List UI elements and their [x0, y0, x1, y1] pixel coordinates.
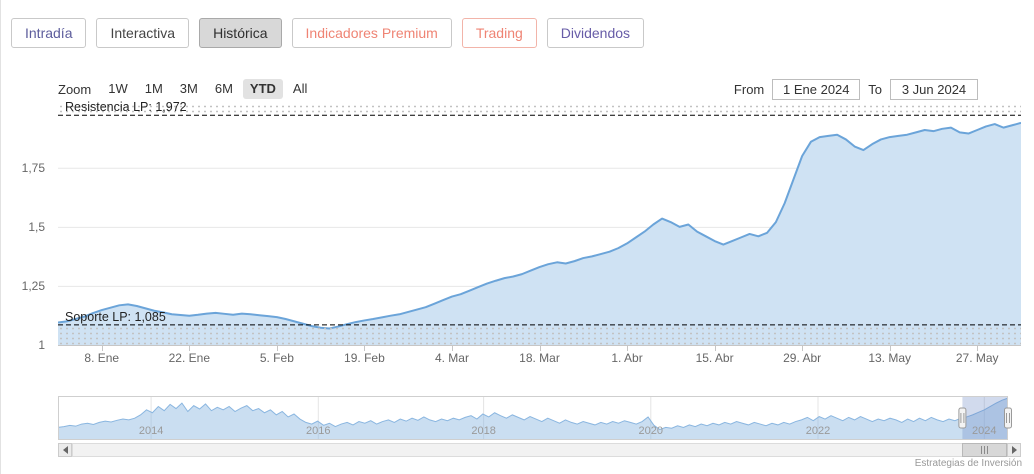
- x-axis-tick: [802, 345, 804, 351]
- x-axis-label: 15. Abr: [695, 351, 734, 365]
- plot-area[interactable]: [58, 104, 1021, 346]
- x-axis-label: 8. Ene: [84, 351, 120, 365]
- scrollbar-left-button[interactable]: [58, 443, 72, 457]
- date-range-inputs: From To: [733, 78, 978, 100]
- x-axis-tick: [977, 345, 979, 351]
- tab-indicadores-premium[interactable]: Indicadores Premium: [291, 18, 452, 48]
- x-axis: 8. Ene 22. Ene 5. Feb 19. Feb 4. Mar 18. Mar 1…: [58, 351, 1021, 367]
- navigator-svg[interactable]: [57, 396, 1012, 440]
- x-axis-label: 22. Ene: [168, 351, 210, 365]
- tab-interactiva[interactable]: Interactiva: [96, 18, 190, 48]
- tab-trading[interactable]: Trading: [461, 18, 537, 48]
- y-axis-label: 1: [38, 338, 45, 352]
- x-axis-tick: [189, 345, 191, 351]
- x-axis-tick: [276, 345, 278, 351]
- navigator-year-label: 2020: [638, 425, 664, 437]
- zoom-buttons: 1W 1M 3M 6M YTD All: [101, 78, 317, 100]
- x-axis-label: 19. Feb: [344, 351, 385, 365]
- plotline-label-resistencia-lp: Resistencia LP: 1,972: [65, 100, 187, 115]
- scrollbar-grip-icon: [981, 446, 988, 454]
- price-area-fill: [58, 122, 1021, 345]
- x-axis-tick: [627, 345, 629, 351]
- x-axis-label: 18. Mar: [519, 351, 560, 365]
- navigator-year-label: 2022: [805, 425, 831, 437]
- x-axis-tick: [364, 345, 366, 351]
- x-axis-label: 29. Abr: [783, 351, 822, 365]
- zoom-button-1m[interactable]: 1M: [138, 79, 170, 99]
- tab-dividendos[interactable]: Dividendos: [546, 18, 645, 48]
- plotline-label-soporte-lp: Soporte LP: 1,085: [65, 309, 166, 324]
- price-chart-svg[interactable]: [58, 104, 1021, 345]
- x-axis-label: 4. Mar: [434, 351, 469, 365]
- zoom-button-6m[interactable]: 6M: [208, 79, 240, 99]
- x-axis-tick: [539, 345, 541, 351]
- x-axis-tick: [101, 345, 103, 351]
- scrollbar-thumb[interactable]: [962, 443, 1007, 457]
- zoom-button-all[interactable]: All: [286, 79, 314, 99]
- navigator-year-label: 2018: [471, 425, 496, 437]
- zoom-label: Zoom: [58, 81, 92, 97]
- credit-text: Estrategias de Inversión: [914, 458, 1022, 469]
- chart-tabs: Intradía Interactiva Histórica Indicadores …: [11, 18, 645, 48]
- tab-historica[interactable]: Histórica: [199, 18, 282, 48]
- x-axis-label: 13. May: [868, 351, 912, 365]
- x-axis-label: 5. Feb: [259, 351, 294, 365]
- y-axis-label: 1,75: [21, 160, 45, 175]
- y-axis-label: 1,25: [21, 278, 45, 293]
- zoom-button-1w[interactable]: 1W: [101, 79, 135, 99]
- x-axis-tick: [714, 345, 716, 351]
- scroll-left-icon: [62, 446, 68, 454]
- from-date-input[interactable]: [772, 78, 861, 100]
- y-axis-label: 1,5: [28, 219, 45, 234]
- x-axis-label: 1. Abr: [611, 351, 643, 365]
- scrollbar-track[interactable]: [72, 443, 1007, 457]
- zoom-button-3m[interactable]: 3M: [173, 79, 205, 99]
- navigator-area-fill: [58, 398, 1008, 440]
- navigator-line: [57, 397, 1009, 431]
- navigator-handle-left[interactable]: [958, 407, 967, 429]
- navigator-year-label: 2014: [138, 425, 164, 437]
- price-line: [58, 121, 1021, 330]
- zoom-button-ytd[interactable]: YTD: [242, 78, 283, 100]
- navigator-handle-right[interactable]: [1004, 407, 1012, 429]
- x-axis-tick: [451, 345, 453, 351]
- from-label: From: [733, 81, 765, 97]
- x-axis-tick: [889, 345, 891, 351]
- navigator-year-label: 2024: [972, 425, 997, 437]
- scrollbar-right-button[interactable]: [1007, 443, 1021, 457]
- scrollbar[interactable]: [58, 443, 1021, 457]
- x-axis-label: 27. May: [955, 351, 999, 365]
- navigator[interactable]: 2014 2016 2018 2020 2022 2024: [57, 396, 1012, 440]
- to-date-input[interactable]: [890, 78, 978, 100]
- tab-intradia[interactable]: Intradía: [11, 18, 87, 48]
- navigator-selected-range[interactable]: [962, 396, 1008, 440]
- to-label: To: [868, 81, 882, 97]
- y-axis: 1 1,25 1,5 1,75: [1, 104, 51, 352]
- navigator-year-label: 2016: [306, 425, 331, 437]
- scroll-right-icon: [1011, 446, 1017, 454]
